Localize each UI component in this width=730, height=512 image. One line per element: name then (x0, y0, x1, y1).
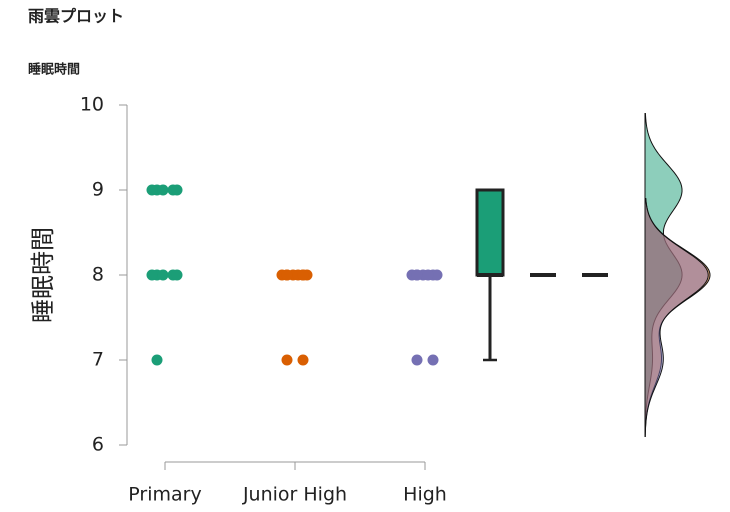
x-tick-label: High (403, 484, 447, 506)
data-point (297, 354, 309, 366)
chart-subtitle: 睡眠時間 (28, 62, 80, 78)
y-tick-label: 6 (92, 434, 104, 456)
y-tick-label: 7 (92, 349, 104, 371)
data-point (157, 184, 169, 196)
x-tick-label: Primary (128, 484, 201, 506)
x-tick-label: Junior High (242, 484, 347, 506)
data-point (171, 184, 183, 196)
data-point (146, 184, 158, 196)
data-point (411, 269, 423, 281)
data-point (281, 269, 293, 281)
data-point (422, 269, 434, 281)
data-point (151, 354, 163, 366)
data-point (146, 269, 158, 281)
y-axis-label: 睡眠時間 (29, 227, 57, 323)
data-point (171, 269, 183, 281)
data-point (431, 269, 443, 281)
data-point (411, 354, 423, 366)
chart-title: 雨雲プロット (28, 7, 124, 26)
box (475, 188, 505, 277)
y-tick-label: 10 (80, 94, 104, 116)
y-tick-label: 8 (92, 264, 104, 286)
y-tick-label: 9 (92, 179, 104, 201)
data-point (281, 354, 293, 366)
data-point (157, 269, 169, 281)
density (644, 198, 709, 437)
data-point (297, 269, 309, 281)
data-point (427, 354, 439, 366)
